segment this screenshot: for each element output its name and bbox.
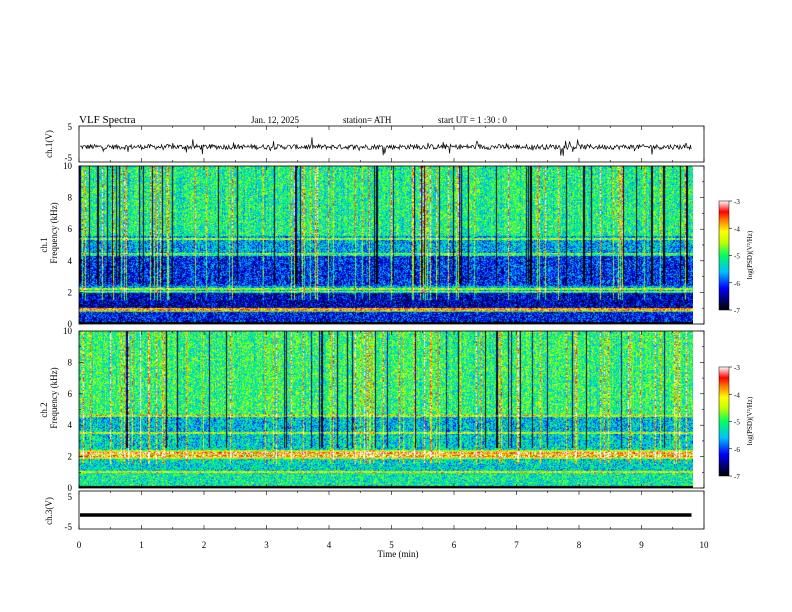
- ch1-ytick-top: 5: [68, 122, 73, 132]
- spec1-ytick-label-6: 6: [68, 224, 73, 234]
- ch2-spectrogram-canvas-holder: [79, 331, 693, 488]
- spec2-ytick-label-2: 2: [68, 452, 73, 462]
- ch2-spectrogram-yticks: 0 2 4 6 8 10: [63, 326, 704, 493]
- cb1-tick-label--7: -7: [734, 307, 740, 315]
- cb2-tick-label--5: -5: [734, 419, 740, 427]
- date-label: Jan. 12, 2025: [251, 115, 299, 125]
- time-tick-label-9: 9: [639, 540, 644, 550]
- spec1-ytick-label-10: 10: [63, 161, 73, 171]
- ch3-xticks: [78, 491, 705, 529]
- spec1-ytick-label-4: 4: [68, 256, 73, 266]
- ch2-colorbar-label: log(PSD)(V²/Hz): [746, 396, 754, 445]
- cb1-tick-label--4: -4: [734, 225, 740, 233]
- cb2-tick-label--6: -6: [734, 446, 740, 454]
- spec2-ytick-label-6: 6: [68, 389, 73, 399]
- station-label: station= ATH: [343, 115, 392, 125]
- cb1-tick-label--5: -5: [734, 253, 740, 261]
- ch1-trace-line: [79, 137, 692, 157]
- ch2-colorbar: -3 -4 -5 -6 -7 log(PSD)(V²/Hz): [718, 364, 754, 481]
- time-axis-ticklabels: 0 1 2 3 4 5 6 7 8 9 10: [77, 540, 709, 550]
- cb1-tick-label--6: -6: [734, 280, 740, 288]
- cb2-tick-label--4: -4: [734, 391, 740, 399]
- cb1-tick-label--3: -3: [734, 198, 740, 206]
- ch1-spectrogram-channel-label: ch.1: [39, 237, 49, 252]
- ch3-ytick-top: 5: [68, 492, 73, 502]
- spec2-ytick-label-4: 4: [68, 420, 73, 430]
- spec2-ytick-label-0: 0: [68, 483, 73, 493]
- ch1-xticks: [78, 126, 705, 162]
- ch1-colorbar: -3 -4 -5 -6 -7 log(PSD)(V²/Hz): [718, 198, 754, 315]
- ch2-spectrogram-ylabel: Frequency (kHz): [49, 367, 59, 428]
- ch2-colorbar-scale: [718, 366, 730, 477]
- ch1-waveform-panel: 5 -5 ch.1(V): [44, 122, 705, 163]
- time-tick-label-3: 3: [264, 540, 269, 550]
- figure-title: VLF Spectra: [79, 114, 136, 126]
- time-tick-label-10: 10: [700, 540, 710, 550]
- ch2-spectrogram-xticks: [78, 331, 705, 488]
- ch2-colorbar-ticks: -3 -4 -5 -6 -7: [729, 364, 740, 481]
- time-tick-label-2: 2: [202, 540, 207, 550]
- time-tick-label-0: 0: [77, 540, 82, 550]
- time-tick-label-8: 8: [577, 540, 582, 550]
- ch2-spectrogram-panel: 0 2 4 6 8 10 ch.2 Frequency (kHz): [39, 326, 705, 493]
- time-tick-label-5: 5: [389, 540, 394, 550]
- ch1-trace: [79, 137, 692, 157]
- ch1-colorbar-ticks: -3 -4 -5 -6 -7: [729, 198, 740, 315]
- time-axis-label: Time (min): [378, 549, 419, 559]
- spec1-ytick-label-8: 8: [68, 193, 73, 203]
- ch1-colorbar-label: log(PSD)(V²/Hz): [746, 230, 754, 279]
- ch1-spectrogram-canvas-holder: [79, 166, 693, 324]
- time-tick-label-1: 1: [139, 540, 144, 550]
- cb2-tick-label--7: -7: [734, 473, 740, 481]
- spec1-ytick-label-0: 0: [68, 319, 73, 329]
- ch3-frame: [78, 490, 705, 530]
- spec2-ytick-label-10: 10: [63, 326, 73, 336]
- ch1-spectrogram-xticks: [78, 166, 705, 324]
- ch1-spectrogram-yticks: 0 2 4 6 8 10: [63, 161, 704, 329]
- spec1-ytick-label-2: 2: [68, 287, 73, 297]
- cb2-tick-label--3: -3: [734, 364, 740, 372]
- ch2-spectrogram-channel-label: ch.2: [39, 402, 49, 417]
- start-time-label: start UT = 1 :30 : 0: [438, 115, 507, 125]
- ch3-waveform-panel: 5 -5 ch.3(V): [44, 490, 705, 532]
- ch1-ytick-bottom: -5: [65, 153, 73, 163]
- time-tick-label-7: 7: [514, 540, 519, 550]
- ch1-ylabel: ch.1(V): [44, 130, 54, 158]
- ch3-ytick-bottom: -5: [65, 522, 73, 532]
- ch1-spectrogram-panel: 0 2 4 6 8 10 ch.1 Frequency (kHz): [39, 161, 705, 329]
- ch3-ylabel: ch.3(V): [44, 497, 54, 525]
- spec2-ytick-label-8: 8: [68, 357, 73, 367]
- ch1-colorbar-scale: [718, 200, 730, 311]
- ch1-spectrogram-ylabel: Frequency (kHz): [49, 202, 59, 263]
- time-tick-label-6: 6: [452, 540, 457, 550]
- time-tick-label-4: 4: [327, 540, 332, 550]
